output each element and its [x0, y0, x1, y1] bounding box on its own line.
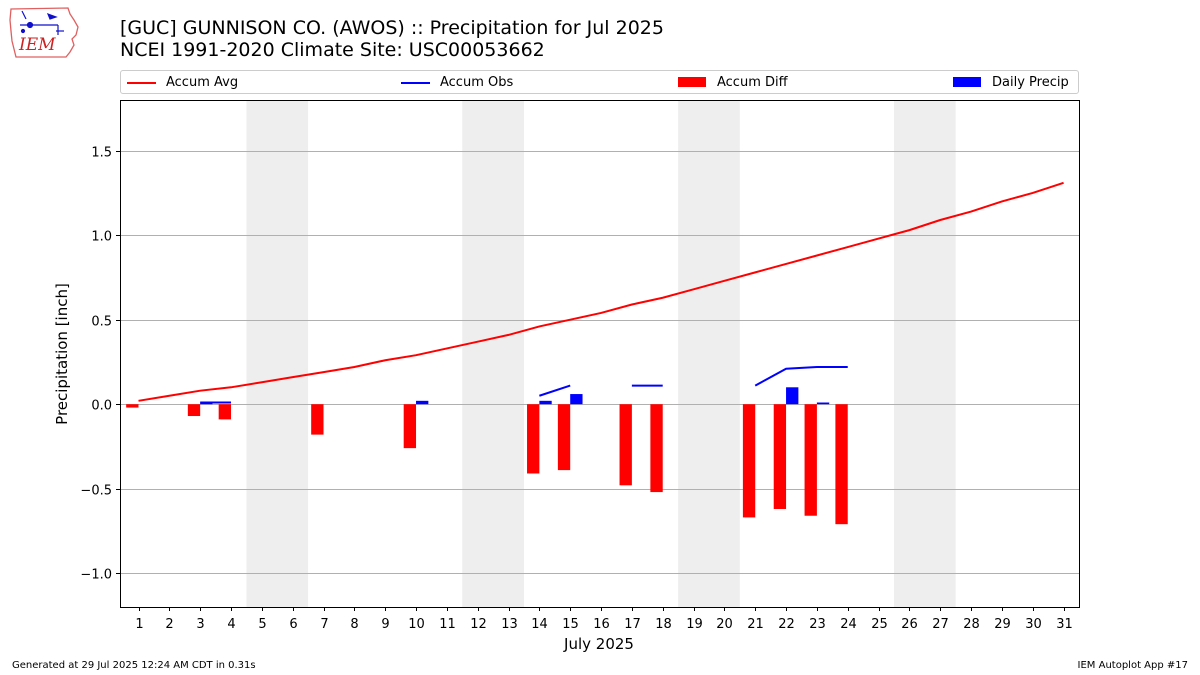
x-tick-label: 31: [1056, 617, 1073, 632]
y-tick-label: 0.0: [91, 399, 112, 414]
x-tick-label: 9: [381, 617, 389, 632]
legend-label-accum-obs: Accum Obs: [440, 75, 514, 90]
accum-obs-line: [539, 384, 571, 397]
accum-diff-bars: [126, 404, 848, 525]
legend-label-accum-diff: Accum Diff: [717, 75, 788, 90]
weather-station-icon: [20, 10, 64, 35]
legend: Accum Avg Accum Obs Accum Diff Daily Pre…: [120, 70, 1079, 94]
x-tick-label: 28: [963, 617, 980, 632]
weekend-band: [246, 100, 309, 607]
daily-precip-bar: [570, 394, 583, 405]
weekend-band: [462, 100, 524, 607]
daily-precip-bar: [200, 402, 213, 405]
x-tick-label: 3: [196, 617, 204, 632]
accum-diff-bar: [742, 404, 756, 518]
x-tick-label: 10: [408, 617, 425, 632]
x-axis-label: July 2025: [563, 635, 634, 653]
series-lines: [138, 181, 1064, 404]
legend-swatch-accum-obs: [401, 82, 430, 84]
x-tick-label: 2: [165, 617, 173, 632]
x-tick-label: 20: [716, 617, 733, 632]
accum-obs-line: [754, 366, 848, 387]
x-tick-label: 21: [747, 617, 764, 632]
accum-diff-bar: [619, 404, 632, 486]
x-tick-label: 19: [686, 617, 703, 632]
daily-precip-bar: [816, 402, 830, 405]
accum-diff-bar: [126, 404, 139, 408]
legend-label-accum-avg: Accum Avg: [166, 75, 239, 90]
y-tick-label: 1.0: [91, 230, 112, 245]
x-tick-label: 15: [562, 617, 579, 632]
weekend-band: [893, 100, 956, 607]
x-tick-label: 30: [1025, 617, 1042, 632]
footer-generated-text: Generated at 29 Jul 2025 12:24 AM CDT in…: [12, 660, 256, 671]
x-tick-label: 24: [840, 617, 857, 632]
daily-precip-bars: [200, 387, 830, 405]
x-tick-label: 22: [778, 617, 795, 632]
x-tick-label: 26: [901, 617, 918, 632]
legend-swatch-daily-precip: [953, 77, 981, 87]
legend-swatch-accum-diff: [678, 77, 706, 87]
gridlines: [120, 151, 1079, 574]
x-tick-label: 7: [320, 617, 328, 632]
x-tick-label: 16: [593, 617, 610, 632]
iem-logo: IEM: [9, 7, 79, 58]
daily-precip-bar: [786, 387, 799, 405]
accum-diff-bar: [311, 404, 324, 435]
weekend-bands: [246, 100, 956, 607]
x-tick-label: 25: [871, 617, 888, 632]
y-tick-label: −0.5: [80, 484, 112, 499]
accum-diff-bar: [403, 404, 417, 449]
x-tick-label: 6: [289, 617, 297, 632]
legend-swatch-accum-avg: [127, 82, 156, 84]
x-tick-label: 27: [932, 617, 949, 632]
logo-text: IEM: [18, 35, 56, 55]
x-tick-label: 14: [531, 617, 548, 632]
legend-label-daily-precip: Daily Precip: [992, 75, 1069, 90]
x-tick-label: 13: [501, 617, 518, 632]
accum-diff-bar: [218, 404, 232, 420]
x-tick-label: 4: [227, 617, 235, 632]
x-tick-label: 8: [350, 617, 358, 632]
y-axis-label: Precipitation [inch]: [53, 283, 71, 425]
x-tick-label: 11: [439, 617, 456, 632]
y-tick-label: 1.5: [91, 146, 112, 161]
x-tick-label: 29: [994, 617, 1011, 632]
x-tick-label: 17: [624, 617, 641, 632]
plot-frame: [120, 100, 1080, 608]
accum-diff-bar: [527, 404, 540, 474]
y-tick-label: 0.5: [91, 315, 112, 330]
chart-title: [GUC] GUNNISON CO. (AWOS) :: Precipitati…: [120, 17, 664, 39]
daily-precip-bar: [416, 400, 429, 405]
accum-diff-bar: [804, 404, 817, 516]
x-tick-label: 1: [135, 617, 143, 632]
x-tick-label: 5: [258, 617, 266, 632]
accum-diff-bar: [557, 404, 571, 471]
accum-diff-bar: [773, 404, 787, 509]
accum-diff-bar: [187, 404, 201, 417]
x-tick-label: 18: [655, 617, 672, 632]
accum-avg-line: [138, 181, 1064, 402]
accum-diff-bar: [835, 404, 848, 525]
accum-diff-bar: [650, 404, 663, 493]
axes: 1.51.00.50.0−0.5−1.01 2 3 4 5 6 7 8 9 10 11 12 13 14 1…: [80, 146, 1072, 633]
y-tick-label: −1.0: [80, 568, 112, 583]
daily-precip-bar: [539, 400, 552, 405]
iowa-state-outline: [9, 7, 79, 58]
footer-app-text: IEM Autoplot App #17: [1077, 660, 1188, 671]
x-tick-label: 12: [470, 617, 487, 632]
weekend-band: [678, 100, 740, 607]
x-tick-label: 23: [809, 617, 826, 632]
chart-subtitle: NCEI 1991-2020 Climate Site: USC00053662: [120, 39, 545, 61]
